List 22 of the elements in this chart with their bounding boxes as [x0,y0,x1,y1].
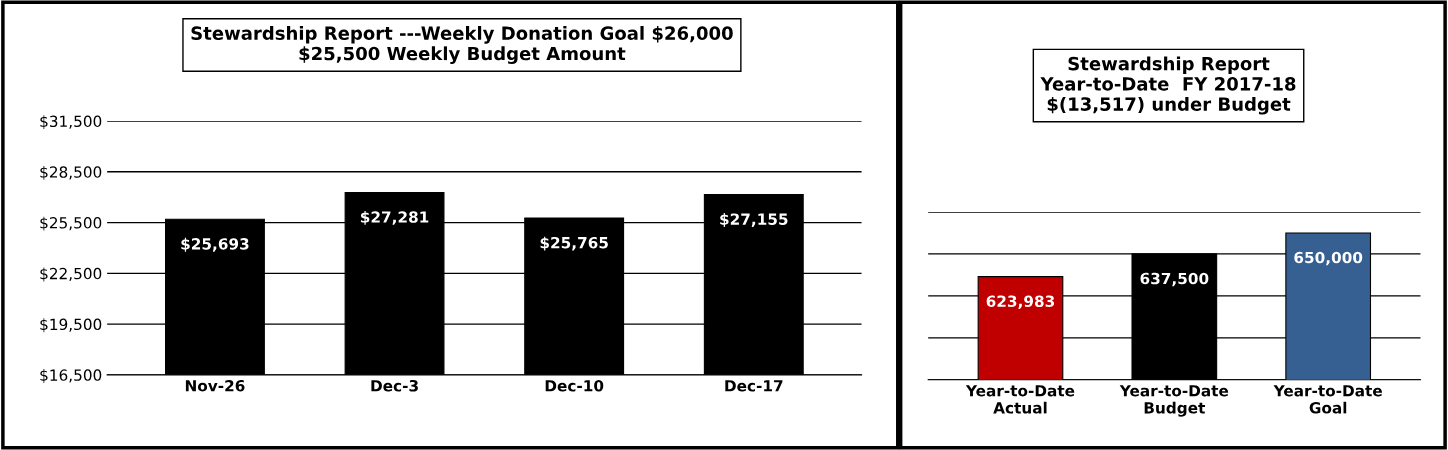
y-tick-label: $19,500 [40,318,102,333]
x-tick-label: Year-to-Date Budget [1119,385,1229,417]
data-label: $27,155 [720,213,788,227]
x-tick-label: Year-to-Date Goal [1273,385,1382,414]
data-label: 650,000 [1294,251,1363,266]
x-tick-label: Dec-17 [725,380,783,392]
data-label: 637,500 [1140,272,1209,287]
x-tick-label: Dec-10 [545,379,604,392]
y-tick-label: $16,500 [40,369,102,383]
data-label: 623,983 [986,295,1055,309]
x-tick-label: Year-to-Date Actual [965,385,1075,414]
chart-title: Stewardship Report ---Weekly Donation Goal $26,000 $25,500 Weekly Budget Amount [191,26,733,64]
data-label: $27,281 [360,210,429,225]
y-tick-label: $25,500 [40,216,102,231]
y-tick-label: $31,500 [40,115,102,130]
x-tick-label: Dec-3 [371,379,418,392]
y-tick-label: $28,500 [40,166,102,180]
chart-title: Stewardship Report Year-to-Date FY 2017-18 $(13,517) under Budget [1040,56,1296,115]
x-tick-label: Nov-26 [185,379,245,392]
data-label: $25,765 [540,236,608,251]
y-tick-label: $22,500 [40,267,102,282]
data-label: $25,693 [181,237,249,252]
